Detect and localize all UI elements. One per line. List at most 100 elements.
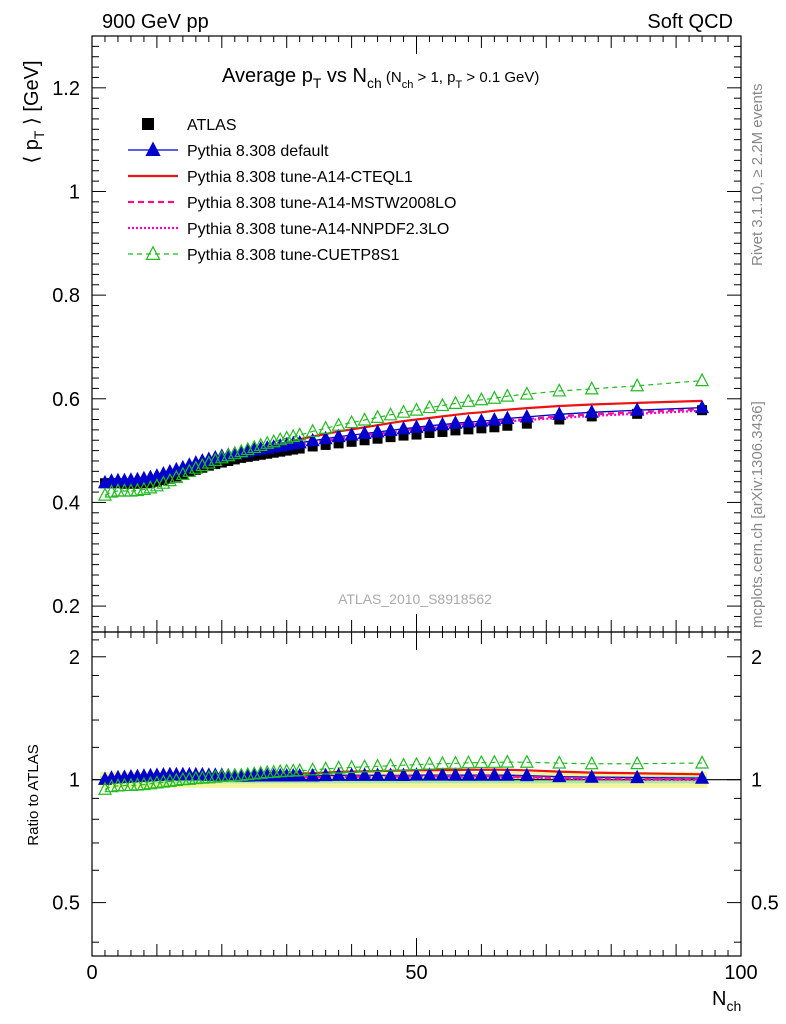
ratio-tick-label: 1 [69,770,80,792]
atlas-point [521,418,532,429]
ratio-point [552,755,567,769]
series-point [175,466,190,480]
ratio-tick-label: 2 [69,647,80,669]
series-point [584,404,599,418]
series-point [487,390,502,404]
ratio-point [396,767,411,781]
series-point [461,393,476,407]
ratio-point [305,761,320,776]
ratio-point [630,769,645,784]
atlas-point [385,432,396,443]
series-point [195,457,210,472]
header-right: Soft QCD [647,11,733,33]
ratio-point [292,762,307,777]
ratio-tick-label: 0.5 [52,893,80,915]
ratio-point [695,770,710,784]
series-point [292,427,307,441]
series-point [422,417,437,432]
atlas-point [158,475,169,486]
atlas-point [320,439,331,450]
atlas-point [398,430,409,441]
ratio-point [461,754,476,769]
atlas-point [424,427,435,438]
legend-marker-atlas [142,118,154,130]
atlas-point [184,466,195,477]
series-point [305,432,320,447]
series-point [344,427,359,441]
series-point [318,430,333,445]
series-point [448,415,463,429]
series-point [383,406,398,421]
ratio-point [422,756,437,770]
series-point [344,414,359,429]
y-tick-label: 0.6 [52,389,80,411]
series-point [695,372,710,387]
series-point [552,383,567,397]
ratio-tick-label-right: 1 [751,770,762,792]
series-point [383,422,398,436]
series-point [409,402,424,416]
ratio-point [487,767,502,781]
y-tick-label: 0.4 [52,492,80,514]
ratio-point [584,769,599,783]
series-point [169,469,184,484]
series-point [162,472,177,487]
legend-label: Pythia 8.308 tune-A14-NNPDF2.3LO [187,221,449,238]
atlas-point [463,424,474,435]
ratio-point [695,755,710,769]
ratio-point [357,758,372,773]
ratio-point [487,754,502,768]
series-point [208,452,223,467]
legend-label: Pythia 8.308 tune-A14-MSTW2008LO [187,195,456,212]
ratio-point [344,767,359,781]
x-tick-label: 0 [86,962,97,984]
ratio-point [474,767,489,781]
legend-label: Pythia 8.308 default [187,143,329,160]
legend-marker [145,245,161,260]
ratio-point [435,755,450,770]
ratio-point [552,768,567,783]
ratio-point [500,754,515,768]
legend-label: Pythia 8.308 tune-CUETP8S1 [187,247,400,264]
series-point [318,420,333,434]
ratio-point [461,767,476,781]
series-point [201,455,216,469]
atlas-point [346,436,357,447]
ratio-point [383,767,398,781]
y-tick-label: 1.2 [52,78,80,100]
y-tick-label: 1 [69,181,80,203]
series-point [331,417,346,431]
ratio-tick-label-right: 2 [751,647,762,669]
atlas-point [333,438,344,449]
plot-title: Average pT vs Nch (Nch > 1, pT > 0.1 GeV… [222,65,539,91]
ratio-point [448,767,463,781]
series-point [396,420,411,435]
y-tick-label: 0.2 [52,596,80,618]
series-point [630,402,645,416]
ratio-point [344,759,359,773]
atlas-point [372,433,383,444]
ratio-point [318,761,333,775]
analysis-label: ATLAS_2010_S8918562 [338,591,492,607]
atlas-point [437,426,448,437]
series-point [500,388,515,402]
ratio-point [331,767,346,781]
ratio-point [584,755,599,770]
series-point [357,425,372,440]
series-point [552,406,567,420]
series-point [519,386,534,400]
legend-marker [145,141,161,156]
ratio-point [409,767,424,781]
header-left: 900 GeV pp [102,11,209,33]
ratio-axis-label: Ratio to ATLAS [25,744,42,845]
ratio-point [500,767,515,781]
ratio-point [331,760,346,774]
series-point [461,414,476,428]
atlas-point [502,420,513,431]
rivet-label: Rivet 3.1.10, ≥ 2.2M events [749,84,766,267]
atlas-point [229,454,240,465]
series-point [474,391,489,406]
x-tick-label: 100 [724,962,757,984]
atlas-point [411,429,422,440]
